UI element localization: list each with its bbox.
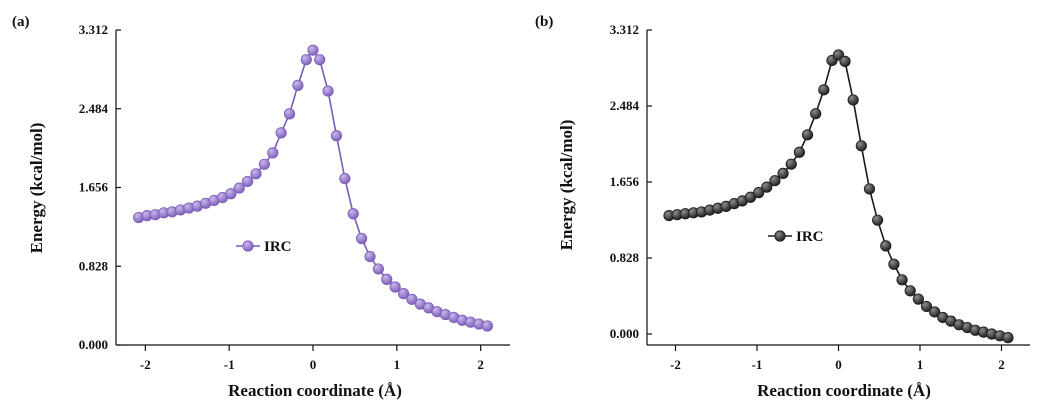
data-point	[818, 84, 830, 96]
x-axis-label: Reaction coordinate (Å)	[228, 381, 402, 400]
x-axis-label: Reaction coordinate (Å)	[757, 381, 931, 400]
x-tick-label: -2	[140, 357, 151, 372]
data-point	[769, 175, 781, 187]
legend-label: IRC	[796, 229, 824, 245]
panel-label: (a)	[12, 14, 30, 30]
data-point	[872, 214, 884, 226]
x-tick-label: -1	[752, 357, 763, 372]
data-point	[300, 54, 312, 66]
y-tick-label: 3.312	[610, 22, 639, 37]
data-point	[888, 258, 900, 270]
y-tick-label: 0.000	[610, 326, 639, 341]
chart-panel-a: (a) Energy (kcal/mol) Reaction coordinat…	[12, 14, 510, 400]
data-point	[292, 79, 304, 91]
legend: IRC	[768, 229, 824, 245]
y-tick-label: 0.828	[610, 250, 640, 265]
data-point	[314, 54, 326, 66]
data-point	[389, 281, 401, 293]
data-point	[406, 293, 418, 305]
data-point	[481, 320, 493, 332]
data-point	[880, 240, 892, 252]
data-point	[1002, 332, 1014, 344]
x-tick-label: -1	[224, 357, 235, 372]
data-point	[339, 172, 351, 185]
data-point	[855, 140, 867, 152]
data-point	[275, 127, 287, 139]
data-point	[929, 306, 941, 318]
data-point	[920, 300, 933, 313]
legend-marker	[774, 230, 786, 242]
x-tick-label: -2	[670, 357, 681, 372]
data-point	[356, 232, 368, 245]
x-tick-label: 1	[917, 357, 924, 372]
data-point	[322, 85, 334, 97]
x-tick-label: 0	[310, 357, 317, 372]
data-point	[233, 182, 245, 194]
data-point	[225, 188, 237, 200]
data-point	[753, 187, 765, 199]
data-point	[777, 167, 789, 179]
data-point	[307, 44, 319, 56]
y-tick-label: 1.656	[79, 180, 109, 195]
y-tick-label: 2.484	[610, 98, 640, 113]
data-point	[397, 288, 410, 300]
data-point	[847, 94, 859, 106]
data-point	[793, 146, 805, 158]
legend: IRC	[236, 239, 292, 255]
panel-label: (b)	[535, 14, 553, 30]
x-ticks: -2 -1 0 1 2	[670, 345, 1005, 372]
x-ticks: -2 -1 0 1 2	[140, 345, 484, 372]
y-tick-label: 3.312	[79, 22, 108, 37]
data-point	[896, 274, 908, 286]
data-point	[242, 175, 254, 188]
data-point	[258, 158, 270, 170]
data-point	[839, 55, 851, 67]
data-point	[810, 108, 822, 120]
data-point	[912, 293, 924, 305]
series-line	[668, 53, 1009, 339]
data-point	[330, 130, 343, 142]
x-tick-label: 0	[835, 357, 842, 372]
series-irc	[133, 44, 493, 332]
x-tick-label: 2	[998, 357, 1005, 372]
axes-frame	[646, 30, 1030, 346]
y-ticks: 0.000 0.828 1.656 2.484 3.312	[79, 22, 121, 352]
x-tick-label: 2	[477, 357, 484, 372]
y-axis-label: Energy (kcal/mol)	[557, 120, 576, 251]
series-line	[138, 48, 488, 327]
legend-marker	[242, 240, 254, 252]
data-point	[267, 147, 279, 159]
series-irc	[663, 49, 1014, 344]
data-point	[863, 183, 876, 195]
y-axis-label: Energy (kcal/mol)	[27, 123, 46, 254]
legend-label: IRC	[264, 239, 292, 255]
data-point	[761, 181, 773, 193]
x-tick-label: 1	[394, 357, 401, 372]
chart-panel-b: (b) Energy (kcal/mol) Reaction coordinat…	[535, 14, 1030, 400]
data-point	[283, 108, 296, 120]
data-point	[801, 129, 814, 141]
y-tick-label: 2.484	[79, 101, 109, 116]
data-point	[250, 168, 262, 180]
data-point	[785, 158, 797, 170]
y-ticks: 0.000 0.828 1.656 2.484 3.312	[610, 22, 652, 341]
y-tick-label: 0.000	[79, 337, 108, 352]
data-point	[372, 263, 384, 275]
axes-frame	[115, 30, 510, 346]
data-point	[904, 285, 916, 297]
data-point	[347, 208, 359, 220]
y-tick-label: 1.656	[610, 174, 640, 189]
y-tick-label: 0.828	[79, 258, 109, 273]
data-point	[381, 273, 393, 285]
data-point	[364, 250, 376, 263]
